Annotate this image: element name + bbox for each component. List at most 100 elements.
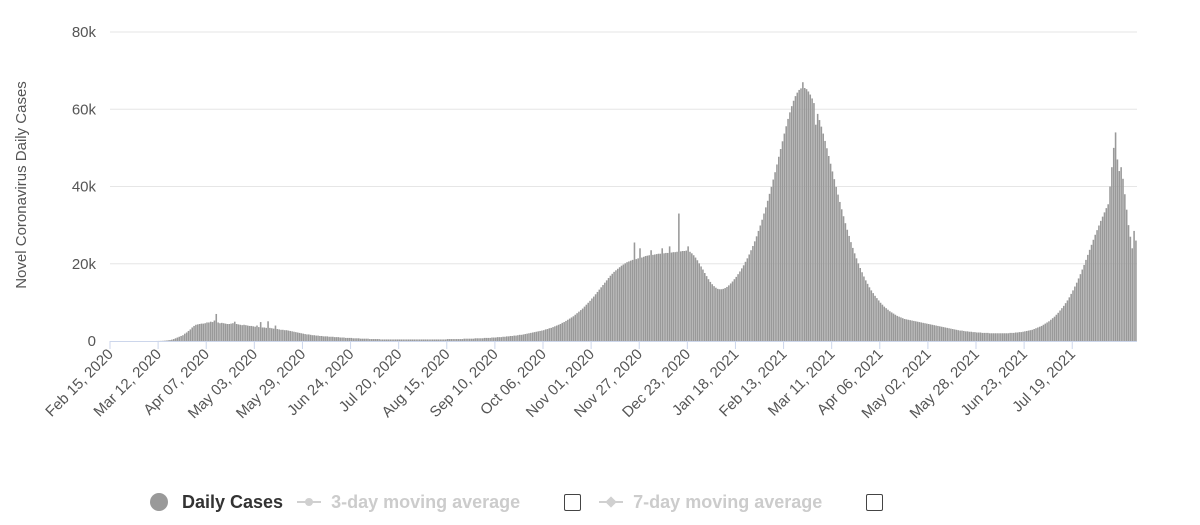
bar xyxy=(826,148,828,341)
bar xyxy=(940,326,943,341)
bar xyxy=(944,327,947,341)
legend-label-daily-cases: Daily Cases xyxy=(182,491,284,512)
bar xyxy=(202,323,205,341)
bar xyxy=(1050,319,1052,341)
bar xyxy=(474,338,477,341)
bar xyxy=(369,339,371,341)
bar xyxy=(644,256,647,341)
legend-item-daily-cases[interactable]: Daily Cases xyxy=(150,492,283,513)
bar xyxy=(300,333,303,341)
bar xyxy=(1025,330,1028,341)
line-marker-icon xyxy=(297,493,322,511)
bar xyxy=(837,194,839,341)
bar xyxy=(783,133,786,341)
bar xyxy=(911,320,913,341)
bar xyxy=(189,329,192,341)
bar xyxy=(200,323,203,341)
bar xyxy=(809,94,812,341)
bar xyxy=(903,318,906,341)
bar xyxy=(1064,303,1067,341)
bar xyxy=(308,334,310,341)
bar xyxy=(476,338,478,341)
bar xyxy=(676,251,678,341)
bar xyxy=(1046,322,1048,341)
bar xyxy=(1109,186,1111,341)
bar xyxy=(661,248,663,341)
bar xyxy=(539,330,541,341)
bar xyxy=(864,280,867,341)
bar xyxy=(524,334,527,341)
bar xyxy=(339,337,342,341)
bar xyxy=(1087,254,1089,341)
bar xyxy=(815,124,817,341)
bar xyxy=(298,332,301,341)
bar xyxy=(811,98,813,341)
bar xyxy=(937,325,939,341)
legend-item-3-day-average[interactable]: 3-day moving average xyxy=(297,492,520,513)
bar xyxy=(435,339,438,341)
bar xyxy=(1079,274,1082,341)
bar xyxy=(916,321,919,341)
bar xyxy=(448,339,451,341)
bar xyxy=(459,339,462,341)
bar xyxy=(263,327,266,341)
bar xyxy=(506,336,508,341)
bar xyxy=(404,339,406,341)
bar xyxy=(169,340,171,341)
bar xyxy=(328,336,330,341)
bar xyxy=(698,263,701,341)
bar xyxy=(787,118,789,341)
bar xyxy=(1035,328,1037,341)
bar xyxy=(1020,332,1022,341)
bar xyxy=(576,313,578,341)
bar xyxy=(1057,312,1059,341)
bar xyxy=(900,317,902,341)
bar xyxy=(592,296,595,341)
bar xyxy=(352,338,354,341)
bar xyxy=(833,179,836,341)
bar xyxy=(798,89,800,341)
bar xyxy=(813,103,815,341)
bar xyxy=(454,339,456,341)
bar xyxy=(770,186,773,341)
bar xyxy=(879,302,882,341)
bar xyxy=(531,332,534,341)
bar xyxy=(296,332,299,341)
bar xyxy=(561,322,564,341)
checkbox-3-day-average[interactable] xyxy=(564,493,582,511)
bar xyxy=(407,339,410,341)
bar xyxy=(966,331,969,341)
bar xyxy=(998,333,1000,341)
bar xyxy=(528,333,530,341)
bar xyxy=(716,288,719,341)
bar xyxy=(411,339,414,341)
checkbox-7-day-average[interactable] xyxy=(866,493,884,511)
bar xyxy=(726,286,728,341)
bar xyxy=(988,333,991,341)
bar xyxy=(846,229,849,341)
bar xyxy=(713,286,715,341)
bar xyxy=(370,339,373,341)
bar xyxy=(320,335,323,341)
legend-item-7-day-average[interactable]: 7-day moving average xyxy=(599,492,822,513)
bar xyxy=(950,328,952,341)
bar xyxy=(703,273,706,341)
bar xyxy=(417,339,419,341)
bar xyxy=(354,338,356,341)
bar xyxy=(415,339,417,341)
bar xyxy=(1068,297,1071,341)
bar xyxy=(935,325,937,341)
bar xyxy=(1098,225,1100,341)
bar xyxy=(285,330,288,341)
bar xyxy=(1112,147,1115,342)
bar xyxy=(1042,324,1045,341)
bar xyxy=(515,335,517,341)
bar xyxy=(191,327,193,341)
bar xyxy=(367,338,369,341)
bar xyxy=(1072,290,1074,341)
bar xyxy=(933,325,936,341)
bar xyxy=(687,246,689,341)
bar xyxy=(790,106,793,341)
bar xyxy=(722,288,725,341)
